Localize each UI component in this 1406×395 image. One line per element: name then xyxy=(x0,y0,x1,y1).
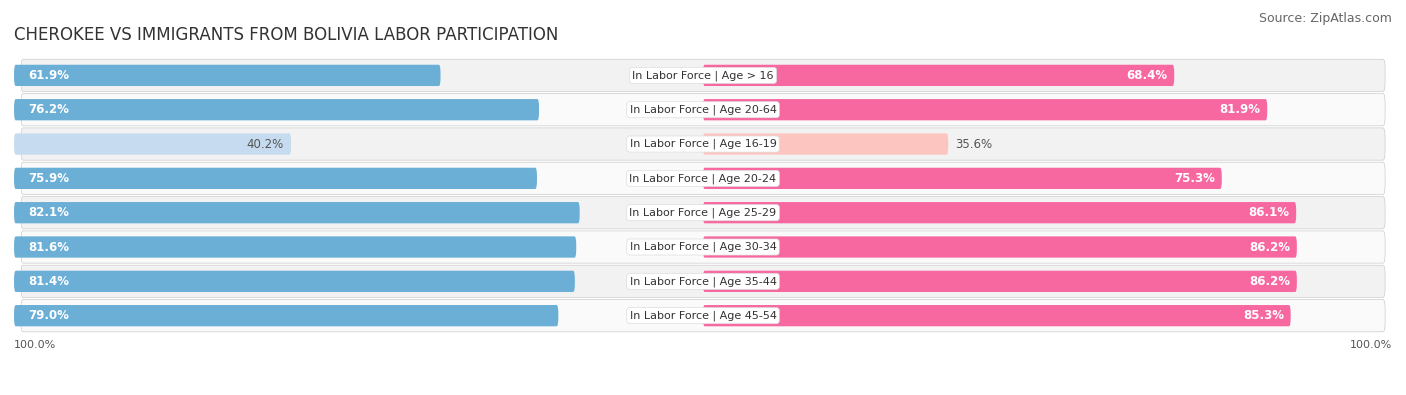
FancyBboxPatch shape xyxy=(14,202,579,223)
Text: 75.9%: 75.9% xyxy=(28,172,69,185)
Text: In Labor Force | Age 45-54: In Labor Force | Age 45-54 xyxy=(630,310,776,321)
FancyBboxPatch shape xyxy=(703,305,1291,326)
Text: 86.1%: 86.1% xyxy=(1249,206,1289,219)
FancyBboxPatch shape xyxy=(703,168,1222,189)
Text: 81.4%: 81.4% xyxy=(28,275,69,288)
Text: CHEROKEE VS IMMIGRANTS FROM BOLIVIA LABOR PARTICIPATION: CHEROKEE VS IMMIGRANTS FROM BOLIVIA LABO… xyxy=(14,26,558,44)
FancyBboxPatch shape xyxy=(14,168,537,189)
Text: 61.9%: 61.9% xyxy=(28,69,69,82)
Text: 86.2%: 86.2% xyxy=(1249,275,1289,288)
Text: In Labor Force | Age 35-44: In Labor Force | Age 35-44 xyxy=(630,276,776,287)
FancyBboxPatch shape xyxy=(703,99,1267,120)
FancyBboxPatch shape xyxy=(703,271,1296,292)
Text: 79.0%: 79.0% xyxy=(28,309,69,322)
FancyBboxPatch shape xyxy=(21,231,1385,263)
FancyBboxPatch shape xyxy=(14,236,576,258)
FancyBboxPatch shape xyxy=(21,299,1385,332)
FancyBboxPatch shape xyxy=(21,94,1385,126)
Text: 35.6%: 35.6% xyxy=(955,137,993,150)
Text: 75.3%: 75.3% xyxy=(1174,172,1215,185)
FancyBboxPatch shape xyxy=(703,202,1296,223)
FancyBboxPatch shape xyxy=(21,265,1385,297)
FancyBboxPatch shape xyxy=(703,134,948,155)
Text: In Labor Force | Age 20-24: In Labor Force | Age 20-24 xyxy=(630,173,776,184)
Legend: Cherokee, Immigrants from Bolivia: Cherokee, Immigrants from Bolivia xyxy=(562,391,844,395)
Text: 40.2%: 40.2% xyxy=(247,137,284,150)
Text: Source: ZipAtlas.com: Source: ZipAtlas.com xyxy=(1258,12,1392,25)
Text: 82.1%: 82.1% xyxy=(28,206,69,219)
FancyBboxPatch shape xyxy=(14,65,440,86)
FancyBboxPatch shape xyxy=(21,197,1385,229)
FancyBboxPatch shape xyxy=(703,236,1296,258)
FancyBboxPatch shape xyxy=(703,65,1174,86)
FancyBboxPatch shape xyxy=(14,134,291,155)
Text: 81.6%: 81.6% xyxy=(28,241,69,254)
FancyBboxPatch shape xyxy=(21,128,1385,160)
Text: In Labor Force | Age 20-64: In Labor Force | Age 20-64 xyxy=(630,104,776,115)
FancyBboxPatch shape xyxy=(14,99,538,120)
FancyBboxPatch shape xyxy=(21,59,1385,92)
FancyBboxPatch shape xyxy=(21,162,1385,194)
Text: In Labor Force | Age 16-19: In Labor Force | Age 16-19 xyxy=(630,139,776,149)
Text: 100.0%: 100.0% xyxy=(1350,340,1392,350)
FancyBboxPatch shape xyxy=(14,305,558,326)
Text: 85.3%: 85.3% xyxy=(1243,309,1284,322)
Text: 81.9%: 81.9% xyxy=(1219,103,1260,116)
Text: In Labor Force | Age 25-29: In Labor Force | Age 25-29 xyxy=(630,207,776,218)
Text: 86.2%: 86.2% xyxy=(1249,241,1289,254)
FancyBboxPatch shape xyxy=(14,271,575,292)
Text: In Labor Force | Age 30-34: In Labor Force | Age 30-34 xyxy=(630,242,776,252)
Text: 76.2%: 76.2% xyxy=(28,103,69,116)
Text: In Labor Force | Age > 16: In Labor Force | Age > 16 xyxy=(633,70,773,81)
Text: 68.4%: 68.4% xyxy=(1126,69,1167,82)
Text: 100.0%: 100.0% xyxy=(14,340,56,350)
